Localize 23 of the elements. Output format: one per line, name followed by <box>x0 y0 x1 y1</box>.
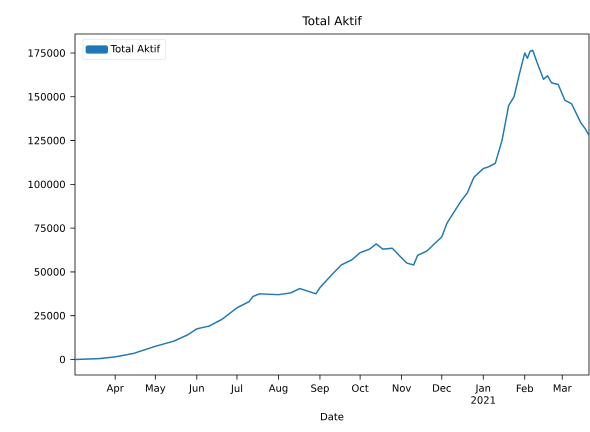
y-tick-label: 125000 <box>28 136 65 144</box>
x-tick-label: Mar <box>554 384 572 392</box>
x-tick-label: Jun <box>188 384 204 394</box>
x-tick-label: Aug <box>268 384 288 394</box>
x-tick-label: Sep <box>311 384 329 394</box>
x-tick-label: Dec <box>433 384 451 392</box>
x-tick-label: Oct <box>352 384 369 392</box>
x-tick-label: Nov <box>392 384 412 392</box>
x-tick-label: Jul <box>230 384 242 394</box>
x-axis-title: Date <box>321 412 344 420</box>
y-tick-label: 150000 <box>28 93 65 101</box>
x-tick-label: May <box>146 384 166 394</box>
y-tick-label: 25000 <box>34 312 65 320</box>
y-tick-label: 175000 <box>28 49 65 57</box>
chart-title: Total Aktif <box>302 16 362 26</box>
x-tick-label: Feb <box>516 384 534 392</box>
y-tick-label: 75000 <box>34 224 65 232</box>
y-tick-label: 100000 <box>28 180 65 188</box>
x-tick-label: Jan 2021 <box>471 384 496 404</box>
legend-label: Total Aktif <box>110 44 160 52</box>
y-tick-label: 0 <box>60 356 65 364</box>
x-tick-label: Apr <box>106 384 124 394</box>
y-tick-label: 50000 <box>34 268 65 276</box>
